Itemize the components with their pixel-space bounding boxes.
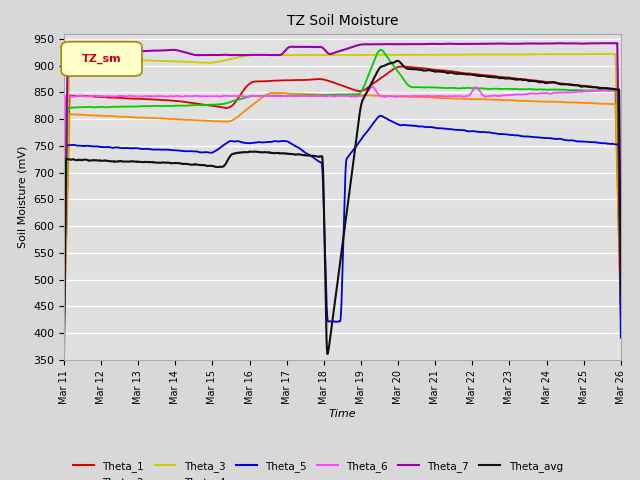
Theta_1 [399,63,407,69]
Line: Theta_4: Theta_4 [64,50,621,327]
Theta_4 [124,104,131,109]
Theta_5 [546,135,554,141]
Theta_3 [606,51,614,57]
Line: Theta_5: Theta_5 [64,116,621,338]
Theta_avg [124,158,131,164]
Theta_2 [268,90,276,96]
Theta_5 [60,335,68,341]
Theta_3 [274,52,282,58]
Theta_avg [274,150,282,156]
Theta_5 [157,147,164,153]
Theta_2 [274,90,282,96]
Line: Theta_2: Theta_2 [64,93,621,331]
Theta_6 [274,93,282,99]
Theta_1 [546,79,554,85]
Theta_avg [394,58,401,64]
Line: Theta_7: Theta_7 [64,43,621,301]
Title: TZ Soil Moisture: TZ Soil Moisture [287,14,398,28]
Theta_2 [157,115,164,121]
Theta_3 [60,300,68,305]
Legend: Theta_1, Theta_2, Theta_3, Theta_4, Theta_5, Theta_6, Theta_7, Theta_avg: Theta_1, Theta_2, Theta_3, Theta_4, Thet… [69,456,567,480]
Theta_7 [60,298,68,304]
Text: TZ_sm: TZ_sm [82,53,122,63]
Theta_5 [606,141,614,147]
Theta_4 [617,305,625,311]
Theta_6 [298,93,305,99]
Line: Theta_6: Theta_6 [64,87,621,322]
Theta_7 [611,40,618,46]
Theta_4 [157,103,164,109]
Line: Theta_3: Theta_3 [64,54,621,302]
Theta_5 [124,145,131,151]
Theta_avg [157,160,164,166]
Y-axis label: Soil Moisture (mV): Soil Moisture (mV) [17,145,28,248]
Theta_6 [368,84,376,90]
Theta_4 [298,93,305,98]
Line: Theta_1: Theta_1 [64,66,621,321]
Theta_avg [617,293,625,299]
Theta_3 [617,289,625,295]
Theta_1 [60,318,68,324]
Theta_5 [274,139,282,144]
Theta_avg [324,351,332,357]
Theta_4 [274,93,282,98]
Theta_1 [606,86,614,92]
Theta_2 [124,114,131,120]
Theta_1 [124,96,131,101]
Theta_2 [617,315,625,321]
Theta_6 [124,94,131,99]
Theta_avg [298,152,305,158]
Theta_4 [377,47,385,53]
Theta_4 [546,87,554,93]
Theta_7 [124,49,131,55]
Theta_avg [547,80,554,85]
Theta_5 [617,335,625,341]
Theta_1 [617,308,625,314]
Theta_3 [611,51,618,57]
Theta_4 [606,88,614,94]
Theta_1 [274,78,282,84]
Theta_5 [377,113,385,119]
Theta_avg [606,86,614,92]
X-axis label: Time: Time [328,409,356,420]
Theta_6 [60,319,68,324]
FancyBboxPatch shape [61,42,142,76]
Theta_3 [124,57,131,63]
Theta_3 [157,58,164,64]
Theta_3 [298,52,305,58]
Line: Theta_avg: Theta_avg [64,61,621,354]
Theta_7 [617,280,625,286]
Theta_7 [274,52,282,58]
Theta_1 [298,77,305,83]
Theta_6 [606,88,614,94]
Theta_7 [546,41,554,47]
Theta_2 [546,99,554,105]
Theta_1 [157,97,164,103]
Theta_2 [606,101,614,107]
Theta_6 [546,91,554,97]
Theta_6 [157,93,164,99]
Theta_7 [157,48,164,53]
Theta_7 [298,44,305,50]
Theta_2 [298,91,306,97]
Theta_2 [60,328,68,334]
Theta_avg [60,350,68,356]
Theta_3 [546,51,554,57]
Theta_4 [60,324,68,330]
Theta_6 [617,293,625,299]
Theta_5 [298,147,305,153]
Theta_7 [606,40,614,46]
